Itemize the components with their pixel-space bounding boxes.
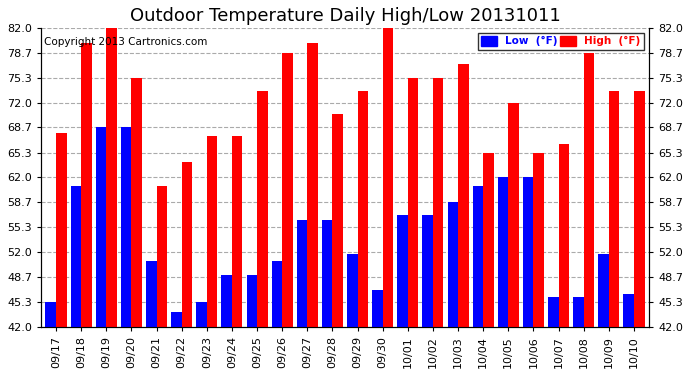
- Bar: [509, 103, 519, 327]
- Bar: [157, 186, 167, 327]
- Bar: [181, 162, 193, 327]
- Bar: [246, 274, 257, 327]
- Bar: [207, 136, 217, 327]
- Bar: [533, 153, 544, 327]
- Title: Outdoor Temperature Daily High/Low 20131011: Outdoor Temperature Daily High/Low 20131…: [130, 7, 560, 25]
- Bar: [598, 254, 609, 327]
- Bar: [473, 186, 483, 327]
- Bar: [433, 78, 444, 327]
- Bar: [523, 177, 533, 327]
- Text: Copyright 2013 Cartronics.com: Copyright 2013 Cartronics.com: [44, 37, 208, 47]
- Bar: [559, 144, 569, 327]
- Bar: [70, 186, 81, 327]
- Bar: [383, 28, 393, 327]
- Bar: [196, 302, 207, 327]
- Bar: [372, 290, 383, 327]
- Bar: [408, 78, 418, 327]
- Bar: [347, 254, 357, 327]
- Bar: [272, 261, 282, 327]
- Bar: [221, 274, 232, 327]
- Bar: [146, 261, 157, 327]
- Bar: [232, 136, 242, 327]
- Bar: [357, 92, 368, 327]
- Bar: [307, 43, 318, 327]
- Bar: [121, 127, 131, 327]
- Bar: [171, 312, 181, 327]
- Bar: [483, 153, 494, 327]
- Bar: [56, 132, 67, 327]
- Bar: [584, 53, 594, 327]
- Bar: [297, 220, 307, 327]
- Bar: [96, 127, 106, 327]
- Bar: [448, 202, 458, 327]
- Bar: [609, 92, 620, 327]
- Bar: [634, 92, 644, 327]
- Bar: [548, 297, 559, 327]
- Bar: [46, 302, 56, 327]
- Bar: [333, 114, 343, 327]
- Bar: [497, 177, 509, 327]
- Bar: [458, 64, 469, 327]
- Bar: [257, 92, 268, 327]
- Bar: [422, 215, 433, 327]
- Bar: [623, 294, 634, 327]
- Bar: [106, 28, 117, 327]
- Bar: [573, 297, 584, 327]
- Bar: [322, 220, 333, 327]
- Bar: [131, 78, 142, 327]
- Bar: [282, 53, 293, 327]
- Legend: Low  (°F), High  (°F): Low (°F), High (°F): [477, 33, 644, 50]
- Bar: [81, 43, 92, 327]
- Bar: [397, 215, 408, 327]
